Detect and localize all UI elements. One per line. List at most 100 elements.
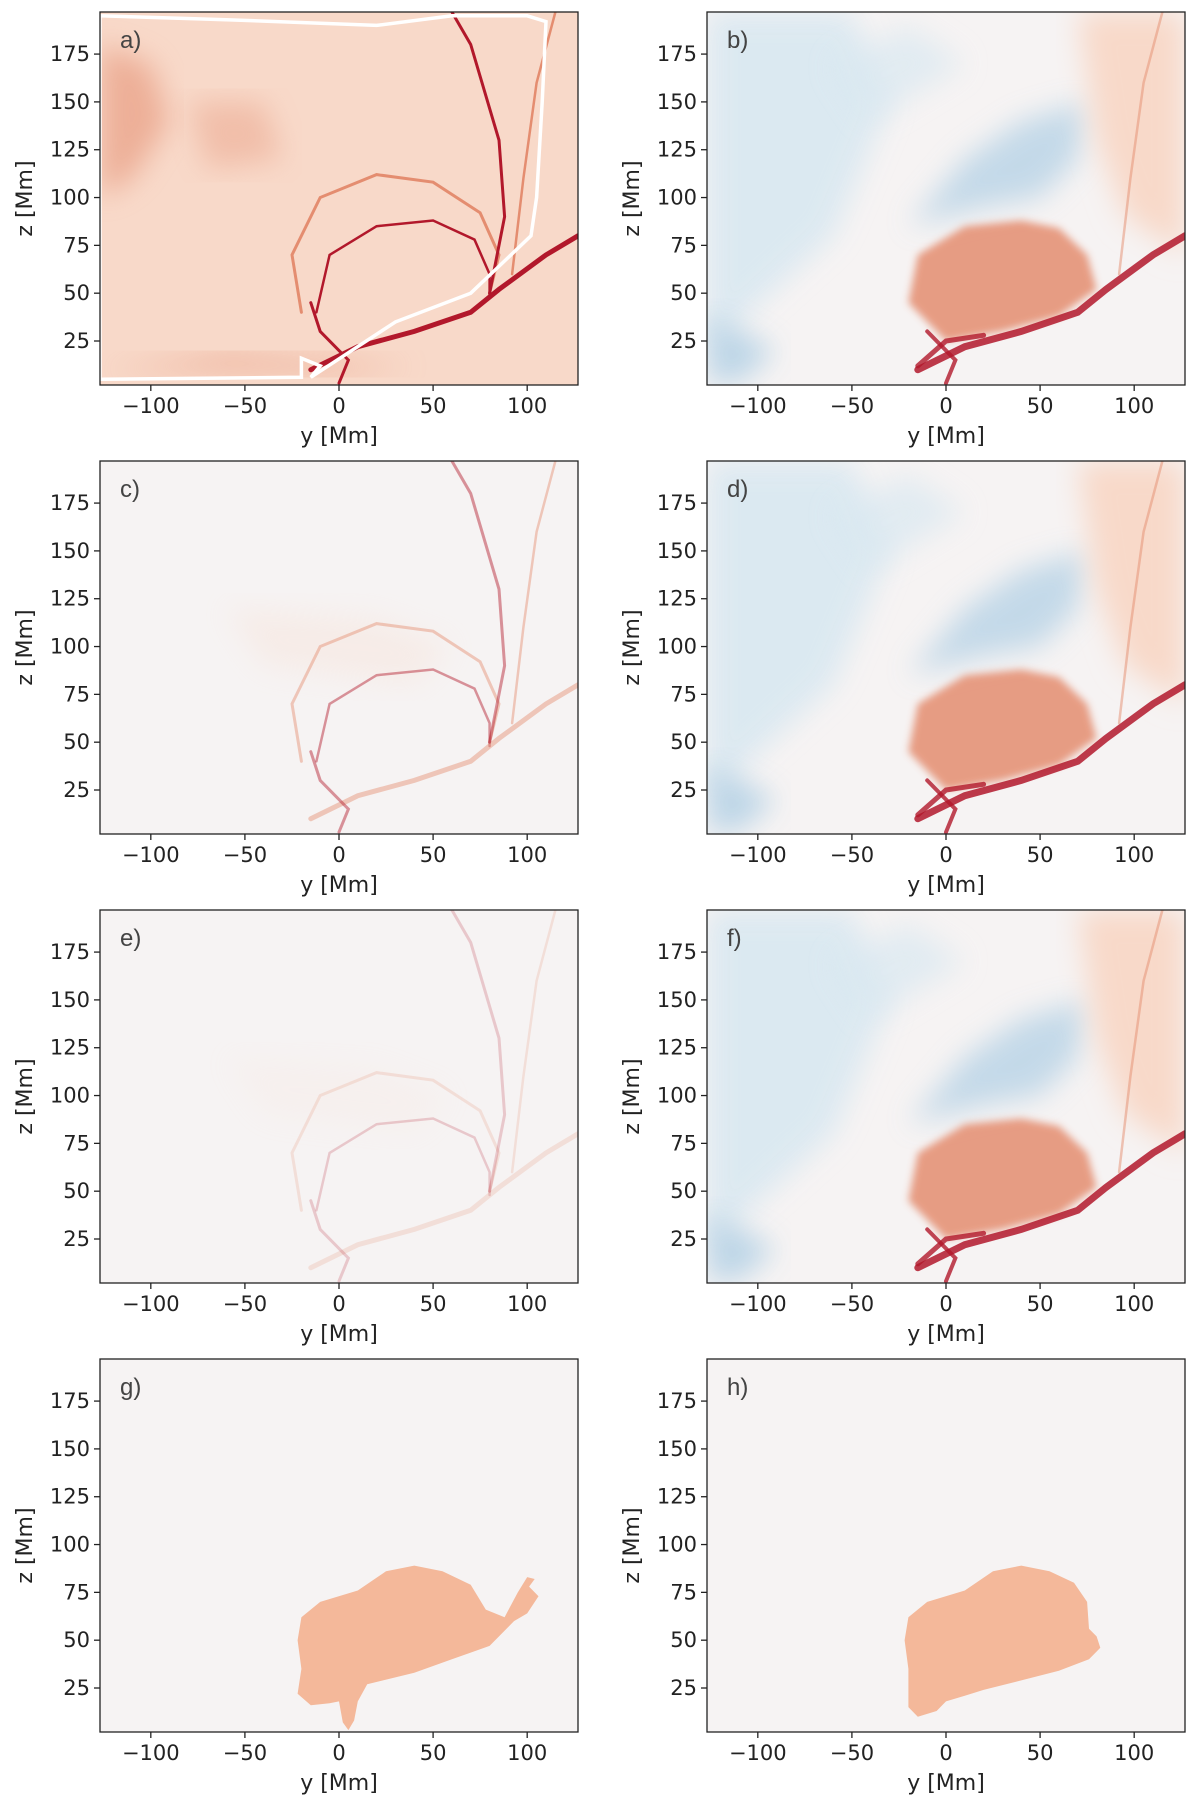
white-contour	[100, 14, 548, 382]
x-tick-label: −100	[122, 394, 180, 418]
heatmap-area	[100, 461, 578, 834]
core-strand	[915, 332, 987, 369]
spine-strand	[510, 461, 557, 725]
y-tick-label: 25	[670, 329, 697, 353]
y-tick-label: 50	[670, 730, 697, 754]
x-tick-label: 100	[1114, 1741, 1154, 1765]
blue-region	[833, 923, 965, 1019]
sweep-strand	[914, 681, 1185, 823]
x-tick-label: 0	[939, 843, 952, 867]
x-tick-label: 100	[1114, 843, 1154, 867]
core-strand	[915, 781, 987, 818]
red-patch	[100, 44, 170, 198]
heatmap-area	[707, 910, 1185, 1283]
heatmap-area	[707, 1359, 1185, 1732]
x-tick-label: −100	[729, 1741, 787, 1765]
sweep-strand	[914, 232, 1185, 374]
panel-e: −100 −50 0 50 100 25 50 75 100 125 150 175 y [Mm] z […	[13, 909, 579, 1347]
x-axis-label: y [Mm]	[907, 1322, 985, 1347]
x-tick-label: −100	[122, 1741, 180, 1765]
red-patch	[226, 608, 452, 685]
loop-strand	[315, 668, 491, 763]
y-tick-label: 50	[63, 281, 90, 305]
y-tick-label: 175	[50, 491, 90, 515]
mask-region	[297, 1565, 539, 1731]
red-region	[1077, 461, 1185, 704]
x-tick-label: 50	[420, 1292, 447, 1316]
y-tick-label: 150	[657, 988, 697, 1012]
core-strand	[925, 1227, 958, 1283]
mask-region	[904, 1565, 1101, 1717]
core-strand	[925, 778, 958, 834]
x-tick-label: −100	[729, 1292, 787, 1316]
x-axis-label: y [Mm]	[300, 424, 378, 449]
x-tick-label: −100	[122, 843, 180, 867]
sweep-strand	[308, 1131, 578, 1271]
blue-region	[908, 101, 1088, 227]
y-axis-label: z [Mm]	[13, 1058, 38, 1134]
panel-a: −100 −50 0 50 100 25 50 75 100 125 150 175 y [Mm] z […	[13, 11, 579, 449]
x-tick-label: 0	[939, 1741, 952, 1765]
y-tick-label: 75	[63, 1580, 90, 1604]
y-tick-label: 50	[63, 1179, 90, 1203]
panel-label: b)	[727, 27, 748, 54]
x-tick-label: 50	[1027, 394, 1054, 418]
x-tick-label: 50	[1027, 1741, 1054, 1765]
heatmap-area	[100, 910, 578, 1283]
x-tick-label: 50	[420, 843, 447, 867]
blue-region	[707, 1210, 777, 1282]
y-tick-label: 125	[50, 138, 90, 162]
spine-strand	[450, 910, 507, 1193]
red-wash	[100, 12, 578, 385]
x-axis-label: y [Mm]	[300, 1771, 378, 1796]
panel-label: c)	[120, 476, 140, 503]
y-tick-label: 50	[670, 281, 697, 305]
core-strand	[309, 301, 351, 385]
y-tick-label: 175	[657, 1389, 697, 1413]
core-strand	[309, 750, 351, 834]
loop-strand	[315, 1117, 491, 1212]
spine-strand	[1117, 12, 1164, 276]
x-tick-label: 50	[1027, 1292, 1054, 1316]
sweep-strand	[914, 1130, 1185, 1272]
x-tick-label: −100	[729, 843, 787, 867]
panel-h: −100 −50 0 50 100 25 50 75 100 125 150 175 y [Mm] z […	[620, 1358, 1186, 1796]
panel-f: −100 −50 0 50 100 25 50 75 100 125 150 175 y [Mm] z […	[620, 909, 1186, 1347]
x-tick-label: −50	[223, 394, 267, 418]
x-tick-label: −50	[830, 843, 874, 867]
y-tick-label: 175	[657, 491, 697, 515]
panel-label: h)	[727, 1374, 748, 1401]
y-axis-label: z [Mm]	[620, 1058, 645, 1134]
y-tick-label: 100	[657, 635, 697, 659]
spine-strand	[450, 12, 507, 295]
x-tick-label: −50	[830, 1741, 874, 1765]
x-tick-label: −100	[122, 1292, 180, 1316]
y-tick-label: 25	[670, 1676, 697, 1700]
x-tick-label: 100	[507, 1292, 547, 1316]
y-tick-label: 100	[657, 1084, 697, 1108]
y-axis-label: z [Mm]	[620, 160, 645, 236]
spine-strand	[450, 461, 507, 744]
red-patch	[100, 354, 415, 374]
y-axis-label: z [Mm]	[620, 609, 645, 685]
heatmap-area	[707, 12, 1185, 385]
y-tick-label: 100	[50, 1533, 90, 1557]
y-tick-label: 25	[63, 329, 90, 353]
y-tick-label: 150	[657, 90, 697, 114]
red-region	[1077, 12, 1185, 255]
red-core	[908, 1118, 1097, 1239]
x-tick-label: −50	[223, 843, 267, 867]
y-tick-label: 125	[50, 1036, 90, 1060]
y-tick-label: 75	[670, 1580, 697, 1604]
x-axis-label: y [Mm]	[300, 873, 378, 898]
y-tick-label: 100	[50, 1084, 90, 1108]
y-axis-label: z [Mm]	[620, 1507, 645, 1583]
x-tick-label: −50	[830, 394, 874, 418]
panel-g: −100 −50 0 50 100 25 50 75 100 125 150 175 y [Mm] z […	[13, 1358, 579, 1796]
y-tick-label: 125	[657, 138, 697, 162]
panel-label: a)	[120, 27, 141, 54]
panel-label: d)	[727, 476, 748, 503]
y-tick-label: 175	[657, 940, 697, 964]
spine-strand	[1117, 461, 1164, 725]
